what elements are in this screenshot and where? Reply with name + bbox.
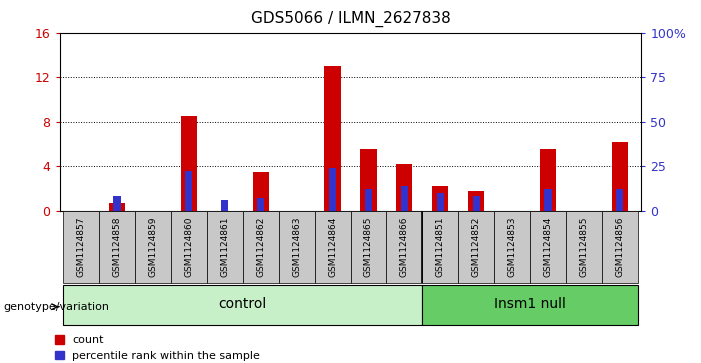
Bar xyxy=(114,196,121,211)
Bar xyxy=(602,211,638,283)
Bar xyxy=(360,150,376,211)
Bar xyxy=(401,185,408,211)
Bar xyxy=(472,196,479,211)
Text: GSM1124861: GSM1124861 xyxy=(220,216,229,277)
Bar xyxy=(433,186,449,211)
Text: Insm1 null: Insm1 null xyxy=(494,297,566,311)
Bar xyxy=(207,211,243,283)
Bar xyxy=(468,191,484,211)
Bar xyxy=(181,116,197,211)
Text: GSM1124863: GSM1124863 xyxy=(292,216,301,277)
Bar xyxy=(279,211,315,283)
Text: GDS5066 / ILMN_2627838: GDS5066 / ILMN_2627838 xyxy=(251,11,450,27)
Bar xyxy=(63,285,422,325)
Bar xyxy=(396,164,412,211)
Bar xyxy=(350,211,386,283)
Text: GSM1124852: GSM1124852 xyxy=(472,216,481,277)
Bar xyxy=(252,172,268,211)
Bar xyxy=(616,189,623,211)
Bar xyxy=(222,200,229,211)
Bar xyxy=(185,171,193,211)
Text: GSM1124860: GSM1124860 xyxy=(184,216,193,277)
Bar xyxy=(63,211,99,283)
Bar xyxy=(329,168,336,211)
Text: GSM1124858: GSM1124858 xyxy=(113,216,121,277)
Bar xyxy=(566,211,602,283)
Bar xyxy=(458,211,494,283)
Bar xyxy=(545,189,552,211)
Text: GSM1124865: GSM1124865 xyxy=(364,216,373,277)
Bar xyxy=(437,193,444,211)
Text: GSM1124864: GSM1124864 xyxy=(328,216,337,277)
Bar xyxy=(315,211,350,283)
Text: GSM1124866: GSM1124866 xyxy=(400,216,409,277)
Bar xyxy=(386,211,422,283)
Bar xyxy=(422,285,638,325)
Bar xyxy=(257,198,264,211)
Text: control: control xyxy=(219,297,267,311)
Bar xyxy=(325,66,341,211)
Text: GSM1124857: GSM1124857 xyxy=(76,216,86,277)
Text: genotype/variation: genotype/variation xyxy=(4,302,109,312)
Text: GSM1124855: GSM1124855 xyxy=(580,216,588,277)
Bar xyxy=(135,211,171,283)
Text: GSM1124859: GSM1124859 xyxy=(149,216,158,277)
Bar xyxy=(494,211,530,283)
Bar xyxy=(243,211,279,283)
Bar xyxy=(530,211,566,283)
Legend: count, percentile rank within the sample: count, percentile rank within the sample xyxy=(55,335,260,361)
Text: GSM1124862: GSM1124862 xyxy=(256,216,265,277)
Bar xyxy=(365,189,372,211)
Bar xyxy=(109,203,125,211)
Text: GSM1124856: GSM1124856 xyxy=(615,216,625,277)
Bar xyxy=(612,142,628,211)
Text: GSM1124853: GSM1124853 xyxy=(508,216,517,277)
Bar xyxy=(422,211,458,283)
Bar xyxy=(540,150,556,211)
Bar xyxy=(99,211,135,283)
Bar xyxy=(171,211,207,283)
Text: GSM1124854: GSM1124854 xyxy=(543,216,552,277)
Text: GSM1124851: GSM1124851 xyxy=(436,216,445,277)
